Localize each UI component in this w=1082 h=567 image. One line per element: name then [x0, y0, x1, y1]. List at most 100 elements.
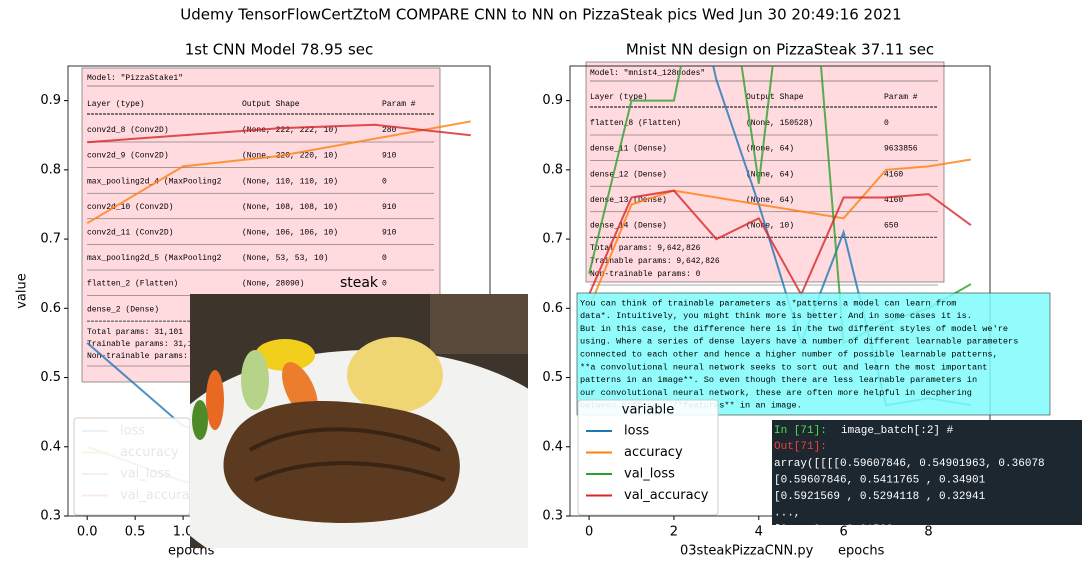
photo-shape [192, 400, 208, 440]
legend-label: val_accuracy [624, 488, 709, 503]
photo-shape [206, 370, 224, 430]
x-tick-label: 0.5 [125, 525, 146, 540]
summary-total: Trainable params: 9,642,826 [590, 257, 720, 266]
terminal: In [71]: image_batch[:2] # Out[71]: array([… [772, 420, 1082, 525]
command: image_batch[:2] # [841, 425, 954, 437]
terminal-bg [772, 420, 1082, 525]
note-box [576, 292, 1051, 416]
summary-cell: 0 [382, 177, 387, 186]
note-line: patterns in an image**. So even though t… [580, 375, 977, 385]
y-tick-label: 0.5 [40, 370, 61, 385]
x-tick-label: 0 [585, 525, 593, 540]
summary-cell: flatten_8 (Flatten) [590, 119, 681, 128]
photo [190, 294, 528, 548]
chart-title: Mnist NN design on PizzaSteak 37.11 sec [626, 41, 934, 59]
y-axis-label: value [15, 273, 30, 309]
summary-cell: 4160 [884, 196, 903, 205]
y-tick-label: 0.8 [40, 162, 61, 177]
y-tick-label: 0.3 [40, 509, 61, 524]
output-line: ..., [774, 507, 800, 519]
note-line: connected to each other and hence a high… [580, 349, 998, 359]
photo-shape [255, 339, 315, 371]
output-line: [0.5921569 , 0.5294118 , 0.32941 [774, 491, 986, 503]
summary-cell: 650 [884, 222, 899, 231]
summary-cell: dense_12 (Dense) [590, 170, 667, 179]
x-tick-label: 6 [839, 525, 847, 540]
summary-cell: (None, 28090) [242, 280, 304, 289]
series-line [588, 158, 972, 309]
summary-total: Non-trainable params: 0 [87, 352, 198, 361]
summary-header: Output Shape [242, 100, 300, 109]
photo-shape [347, 337, 443, 413]
y-tick-label: 0.6 [40, 301, 61, 316]
summary-cell: dense_2 (Dense) [87, 305, 159, 314]
y-tick-label: 0.8 [542, 162, 563, 177]
y-tick-label: 0.6 [542, 301, 563, 316]
note-line: You can think of trainable parameters as… [580, 298, 956, 308]
summary-cell: dense_14 (Dense) [590, 222, 667, 231]
summary-cell: 280 [382, 126, 397, 135]
summary-cell: 910 [382, 203, 397, 212]
legend: variable loss accuracy val_loss val_accuracy [586, 403, 709, 503]
summary-cell: 0 [382, 280, 387, 289]
summary-cell: (None, 53, 53, 10) [242, 254, 328, 263]
out-prompt: Out[71]: [774, 441, 827, 453]
summary-cell: (None, 64) [746, 170, 794, 179]
summary-header: Output Shape [746, 93, 804, 102]
x-axis-label: epochs [838, 544, 885, 559]
summary-cell: (None, 110, 110, 10) [242, 177, 338, 186]
summary-cell: 0 [382, 254, 387, 263]
summary-header: Layer (type) [590, 93, 648, 102]
y-tick-label: 0.3 [542, 509, 563, 524]
output-line: [0.59607846, 0.5411765 , 0.34901 [774, 474, 986, 486]
photo-shape [241, 350, 269, 410]
photo-shape [254, 461, 446, 482]
summary-cell: max_pooling2d_4 (MaxPooling2 [87, 177, 222, 186]
chart-title: 1st CNN Model 78.95 sec [185, 41, 374, 59]
summary-cell: (None, 64) [746, 196, 794, 205]
legend-title: variable [622, 403, 674, 418]
note: You can think of trainable parameters as… [576, 292, 1051, 416]
summary-cell: conv2d_9 (Conv2D) [87, 152, 169, 161]
summary-cell: (None, 64) [746, 145, 794, 154]
legend-label: accuracy [624, 445, 683, 460]
image-title: steak [340, 275, 379, 291]
x-tick-label: 4 [755, 525, 763, 540]
model-summary: Model: "mnist4_128nodes" Layer (type) Outp… [585, 61, 945, 286]
summary-cell: (None, 108, 108, 10) [242, 203, 338, 212]
summary-total: Trainable params: 31,101 [87, 340, 202, 349]
summary-cell: 910 [382, 229, 397, 238]
y-tick-label: 0.5 [542, 370, 563, 385]
note-line: our convolutional neural network, these … [580, 388, 972, 398]
summary-cell: conv2d_10 (Conv2D) [87, 203, 173, 212]
summary-cell: 9633856 [884, 145, 918, 154]
summary-header: Layer (type) [87, 100, 145, 109]
summary-cell: conv2d_8 (Conv2D) [87, 126, 169, 135]
series-line [87, 123, 471, 144]
summary-model-name: Model: "mnist4_128nodes" [590, 69, 705, 78]
summary-cell: (None, 150528) [746, 119, 813, 128]
x-tick-label: 1.0 [173, 525, 194, 540]
y-tick-label: 0.4 [40, 439, 61, 454]
summary-total: Non-trainable params: 0 [590, 270, 701, 279]
output-line: array([[[[0.59607846, 0.54901963, 0.3607… [774, 458, 1045, 470]
in-prompt: In [71]: [774, 425, 827, 437]
legend-box [577, 399, 719, 516]
summary-cell: conv2d_11 (Conv2D) [87, 229, 173, 238]
legend-label: loss [624, 424, 649, 439]
photo-shape [248, 427, 441, 452]
summary-cell: 0 [884, 119, 889, 128]
y-tick-label: 0.7 [542, 232, 563, 247]
summary-total: Total params: 9,642,826 [590, 244, 701, 253]
summary-cell: (None, 10) [746, 222, 794, 231]
window-title: Udemy TensorFlowCertZtoM COMPARE CNN to … [180, 6, 901, 24]
y-tick-label: 0.9 [542, 93, 563, 108]
series-line [86, 120, 471, 225]
summary-cell: dense_11 (Dense) [590, 145, 667, 154]
summary-cell: (None, 222, 222, 10) [242, 126, 338, 135]
y-tick-label: 0.4 [542, 439, 563, 454]
summary-cell: 4160 [884, 170, 903, 179]
y-tick-label: 0.7 [40, 232, 61, 247]
